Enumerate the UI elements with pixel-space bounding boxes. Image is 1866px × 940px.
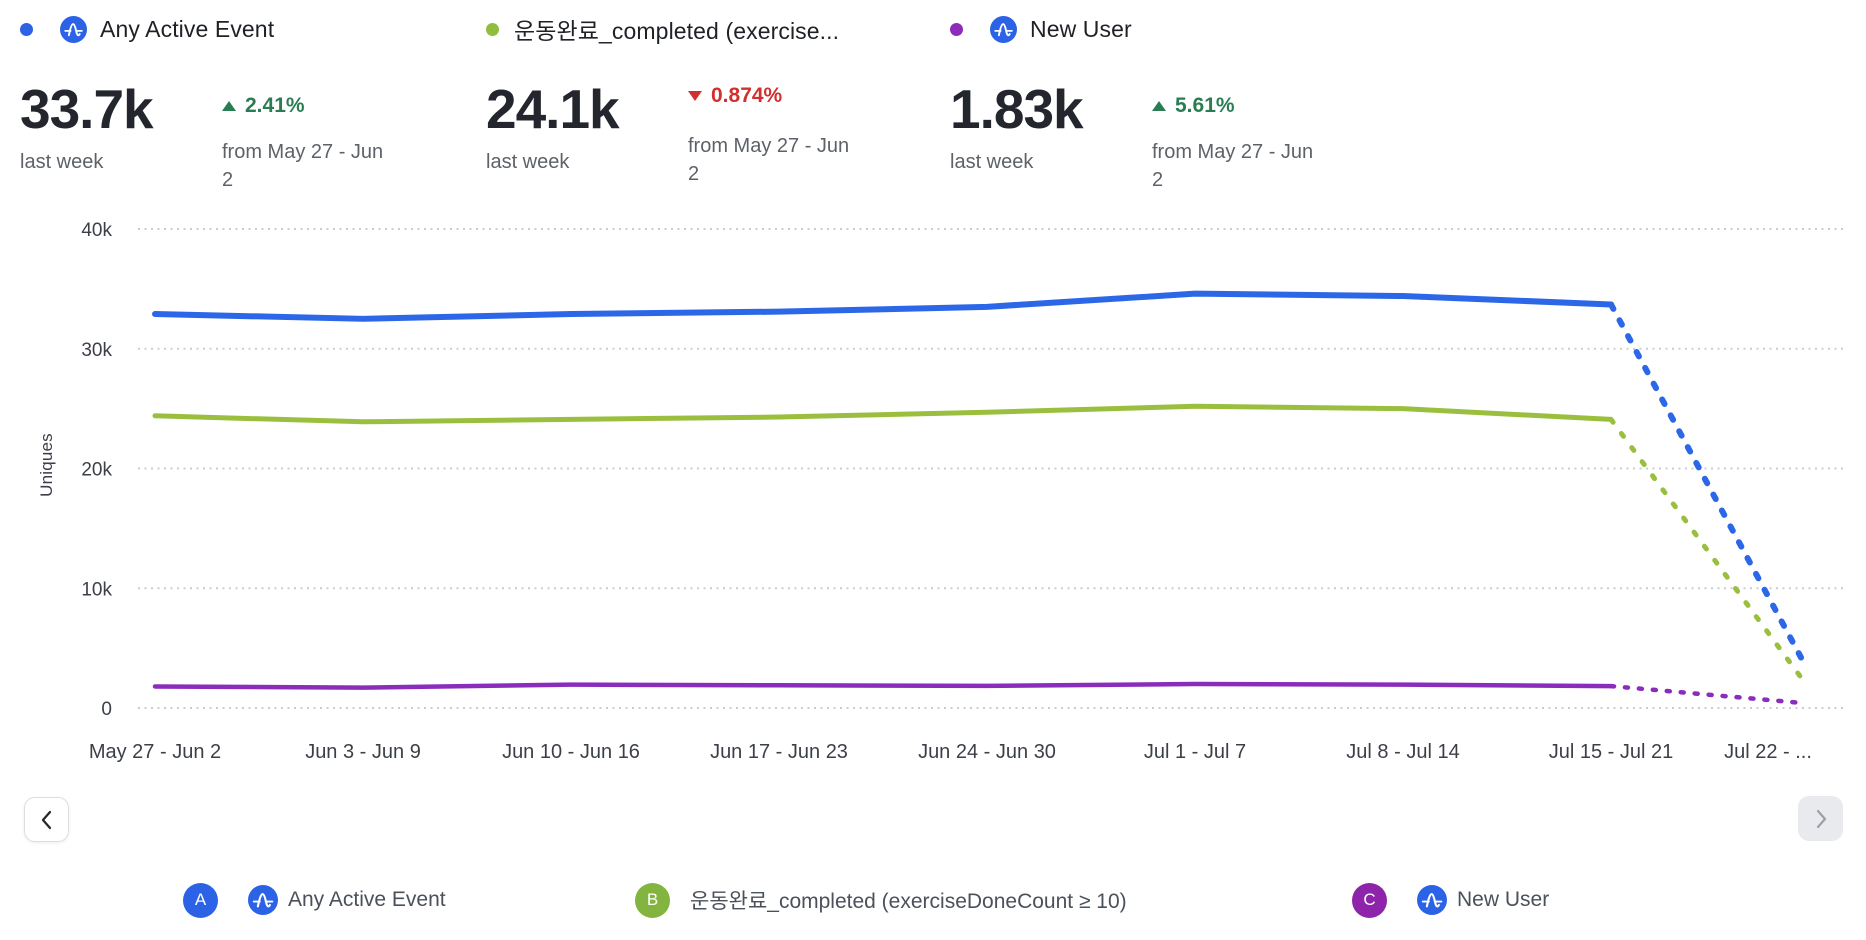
metric-title: Any Active Event xyxy=(100,15,275,42)
chevron-right-icon xyxy=(1816,809,1826,828)
metric-card-body: 1.83k last week 5.61% from May 27 - Jun … xyxy=(950,80,1405,194)
legend-item-exercise-completed[interactable]: B 운동완료_completed (exerciseDoneCount ≥ 10… xyxy=(635,880,1127,920)
y-axis-tick-label: 10k xyxy=(81,579,112,600)
metric-value: 33.7k xyxy=(20,78,154,140)
compare-period: from May 27 - Jun 2 xyxy=(1152,141,1314,191)
amplitude-logo-icon xyxy=(1417,885,1447,915)
series-line-2-partial[interactable] xyxy=(1608,683,1808,706)
legend-item-any-active-event[interactable]: A Any Active Event xyxy=(183,880,446,920)
metric-value: 1.83k xyxy=(950,78,1084,140)
legend-badge: A xyxy=(183,882,218,918)
x-axis-label: Jun 24 - Jun 30 xyxy=(918,741,1056,763)
x-axis-label: Jul 15 - Jul 21 xyxy=(1549,741,1674,763)
legend-label: 운동완료_completed (exerciseDoneCount ≥ 10) xyxy=(690,890,1127,913)
series-color-dot xyxy=(950,22,963,36)
series-line-0[interactable] xyxy=(152,290,1614,322)
metric-period: last week xyxy=(950,151,1034,173)
metric-title: 운동완료_completed (exercise... xyxy=(514,18,840,44)
amplitude-logo-icon xyxy=(990,15,1017,43)
metric-card-header: Any Active Event xyxy=(20,12,475,46)
metric-period: last week xyxy=(486,151,570,173)
y-axis-tick-label: 0 xyxy=(101,699,112,720)
metric-card-header: 운동완료_completed (exercise... xyxy=(486,12,941,46)
chevron-left-icon xyxy=(41,810,51,829)
series-color-dot xyxy=(20,22,33,36)
compare-period: from May 27 - Jun 2 xyxy=(688,135,850,185)
legend-label: Any Active Event xyxy=(288,888,446,911)
metric-card-body: 24.1k last week 0.874% from May 27 - Jun… xyxy=(486,80,941,188)
amplitude-logo-icon xyxy=(248,885,278,915)
metric-card-any-active-event: Any Active Event 33.7k last week 2.41% f… xyxy=(20,12,475,194)
series-line-2[interactable] xyxy=(152,681,1614,690)
metric-card-exercise-completed: 운동완료_completed (exercise... 24.1k last w… xyxy=(486,12,941,188)
x-axis-label: Jun 3 - Jun 9 xyxy=(305,741,421,763)
legend-label: New User xyxy=(1457,888,1550,911)
x-axis-label: Jul 8 - Jul 14 xyxy=(1346,741,1459,763)
delta-value: 0.874% xyxy=(711,84,783,107)
y-axis-tick-label: 40k xyxy=(81,220,112,241)
compare-period: from May 27 - Jun 2 xyxy=(222,141,384,191)
series-line-0-partial[interactable] xyxy=(1608,301,1808,668)
metric-value: 24.1k xyxy=(486,78,620,140)
x-axis-label: Jun 10 - Jun 16 xyxy=(502,741,640,763)
prev-page-button[interactable] xyxy=(24,797,69,842)
y-axis-tick-label: 20k xyxy=(81,460,112,481)
delta-up-icon xyxy=(222,101,236,111)
metric-card-body: 33.7k last week 2.41% from May 27 - Jun … xyxy=(20,80,475,194)
amplitude-logo-icon xyxy=(60,15,87,43)
legend-badge: B xyxy=(635,882,670,918)
x-axis-label: Jul 22 - ... xyxy=(1724,741,1812,763)
metric-period: last week xyxy=(20,151,104,173)
next-page-button[interactable] xyxy=(1798,796,1843,841)
legend-item-new-user[interactable]: C New User xyxy=(1352,880,1549,920)
metric-card-header: New User xyxy=(950,12,1405,46)
delta-value: 5.61% xyxy=(1175,94,1235,117)
y-axis-title: Uniques xyxy=(37,433,56,497)
series-color-dot xyxy=(486,22,499,36)
metric-title: New User xyxy=(1030,15,1132,42)
y-axis-tick-label: 30k xyxy=(81,340,112,361)
legend-badge: C xyxy=(1352,882,1387,918)
delta-up-icon xyxy=(1152,101,1166,111)
x-axis-label: Jun 17 - Jun 23 xyxy=(710,741,848,763)
x-axis-label: Jul 1 - Jul 7 xyxy=(1144,741,1246,763)
metric-card-new-user: New User 1.83k last week 5.61% from May … xyxy=(950,12,1405,194)
delta-down-icon xyxy=(688,91,702,101)
series-line-1[interactable] xyxy=(152,403,1614,425)
series-line-1-partial[interactable] xyxy=(1608,416,1808,686)
delta-value: 2.41% xyxy=(245,94,305,117)
x-axis-label: May 27 - Jun 2 xyxy=(89,741,221,763)
